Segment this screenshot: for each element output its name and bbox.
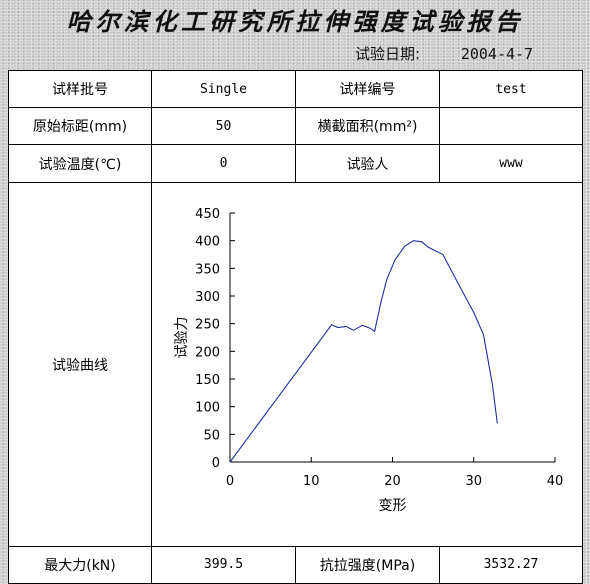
sample-number-label: 试样编号 xyxy=(295,69,440,109)
load-curve-line xyxy=(229,239,498,462)
cross-section-value xyxy=(439,107,583,146)
x-tick-label: 40 xyxy=(547,474,564,489)
y-tick-label: 100 xyxy=(195,400,220,415)
y-tick-label: 200 xyxy=(195,345,220,360)
tester-value: www xyxy=(439,144,583,184)
x-axis-title: 变形 xyxy=(379,498,407,514)
load-deformation-chart: 0 50 100 150 200 250 300 350 400 450 0 10 20 30 40 变形 试验… xyxy=(174,207,564,514)
y-axis-title: 试验力 xyxy=(174,316,190,358)
tensile-strength-value: 3532.27 xyxy=(439,545,583,584)
max-force-value: 399.5 xyxy=(151,545,296,584)
y-tick-label: 300 xyxy=(195,290,220,305)
date-value: 2004-4-7 xyxy=(460,45,534,63)
y-tick-label: 450 xyxy=(195,207,220,222)
y-tick-label: 350 xyxy=(195,262,220,277)
date-label: 试验日期: xyxy=(355,45,421,63)
sample-batch-value: Single xyxy=(151,69,296,109)
x-tick-label: 20 xyxy=(384,474,401,489)
x-tick-label: 0 xyxy=(226,474,234,489)
table-row: 试样批号 Single 试样编号 test xyxy=(8,69,583,109)
sample-number-value: test xyxy=(439,69,583,109)
gauge-length-label: 原始标距(mm) xyxy=(8,107,152,146)
x-tick-label: 10 xyxy=(303,474,320,489)
temperature-label: 试验温度(℃) xyxy=(8,144,152,184)
table-row: 试验曲线 0 50 100 150 200 250 300 350 400 450 0 10 20 30 4… xyxy=(8,182,583,547)
report-table: 试样批号 Single 试样编号 test 原始标距(mm) 50 横截面积(m… xyxy=(8,69,583,584)
temperature-value: 0 xyxy=(151,144,296,184)
y-tick-label: 400 xyxy=(195,234,220,249)
sample-batch-label: 试样批号 xyxy=(8,69,152,109)
cross-section-label: 横截面积(mm²) xyxy=(295,107,440,146)
y-tick-label: 0 xyxy=(212,456,220,471)
report-title: 哈尔滨化工研究所拉伸强度试验报告 xyxy=(66,7,524,36)
table-row: 最大力(kN) 399.5 抗拉强度(MPa) 3532.27 xyxy=(8,545,583,584)
gauge-length-value: 50 xyxy=(151,107,296,146)
y-tick-label: 150 xyxy=(195,373,220,388)
max-force-label: 最大力(kN) xyxy=(8,545,152,584)
test-date: 试验日期: 2004-4-7 xyxy=(355,43,533,64)
tester-label: 试验人 xyxy=(295,144,440,184)
curve-label: 试验曲线 xyxy=(8,182,152,547)
table-row: 原始标距(mm) 50 横截面积(mm²) xyxy=(8,107,583,146)
y-tick-label: 250 xyxy=(195,317,220,332)
chart-cell: 0 50 100 150 200 250 300 350 400 450 0 10 20 30 40 变形 试验… xyxy=(151,182,583,547)
y-tick-label: 50 xyxy=(203,428,220,443)
table-row: 试验温度(℃) 0 试验人 www xyxy=(8,144,583,184)
x-tick-label: 30 xyxy=(465,474,482,489)
tensile-strength-label: 抗拉强度(MPa) xyxy=(295,545,440,584)
